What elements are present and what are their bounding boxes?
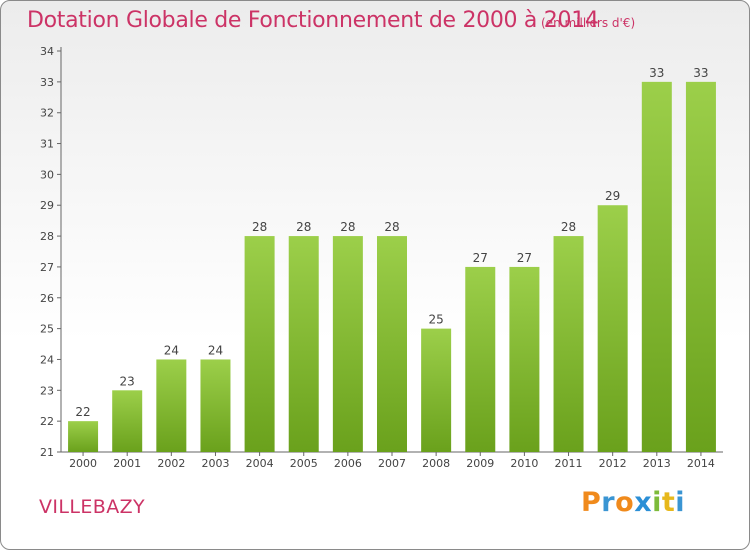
bar [509,266,540,452]
bar-value-label: 28 [252,220,267,234]
bar-value-label: 28 [296,220,311,234]
bar-value-label: 24 [164,343,179,357]
logo-letter: P [581,487,602,518]
bar-value-label: 24 [208,343,223,357]
x-tick-label: 2014 [687,457,715,470]
y-tick-label: 24 [40,353,54,366]
x-tick-label: 2010 [510,457,538,470]
y-tick-label: 33 [40,76,54,89]
bar-value-label: 28 [561,220,576,234]
y-tick-label: 23 [40,384,54,397]
bar [332,236,363,452]
x-tick-label: 2005 [290,457,318,470]
y-tick-label: 21 [40,446,54,459]
proxiti-logo: Proxiti [581,487,685,518]
bar [156,359,187,452]
logo-letter: r [601,487,616,518]
y-tick-label: 34 [40,45,54,58]
y-tick-label: 31 [40,138,54,151]
logo-letter: i [652,487,662,518]
x-tick-label: 2004 [246,457,274,470]
x-tick-label: 2000 [69,457,97,470]
bar [421,328,452,452]
bar [112,390,143,452]
bar [68,421,99,452]
x-tick-label: 2006 [334,457,362,470]
bar [597,205,628,452]
y-tick-label: 22 [40,415,54,428]
chart-labels: 2000 22 2001 23 2002 24 2003 24 2004 28 2005 28 2006… [69,66,715,470]
bar [685,81,716,452]
y-tick-label: 26 [40,292,54,305]
logo-letter: t [661,487,676,518]
y-tick-label: 32 [40,107,54,120]
x-tick-label: 2012 [599,457,627,470]
bar-value-label: 25 [428,313,443,327]
y-tick-label: 30 [40,168,54,181]
commune-name: VILLEBAZY [39,496,146,518]
y-tick-label: 25 [40,323,54,336]
x-tick-label: 2013 [643,457,671,470]
chart-title: Dotation Globale de Fonctionnement de 20… [27,8,599,33]
chart-axes: 21 22 23 24 25 26 27 28 29 30 31 32 33 34 [40,45,723,459]
x-tick-label: 2002 [157,457,185,470]
bar [288,236,319,452]
chart-bars [68,81,716,452]
bar-value-label: 22 [75,405,90,419]
x-tick-label: 2003 [201,457,229,470]
bar-value-label: 28 [384,220,399,234]
logo-letter: i [675,487,686,518]
x-tick-label: 2009 [466,457,494,470]
bar-value-label: 29 [605,189,620,203]
chart-unit: (en milliers d'€) [541,16,636,30]
x-tick-label: 2011 [555,457,583,470]
x-tick-label: 2008 [422,457,450,470]
bar [200,359,231,452]
bar [244,236,275,452]
x-tick-label: 2001 [113,457,141,470]
y-tick-label: 29 [40,199,54,212]
bar-value-label: 33 [693,66,708,80]
x-tick-label: 2007 [378,457,406,470]
logo-letter: x [634,487,653,518]
bar [377,236,407,452]
bar [553,236,584,452]
bar-value-label: 28 [340,220,355,234]
bar-value-label: 27 [473,251,488,265]
y-tick-label: 28 [40,230,54,243]
bar [641,81,672,452]
bar-value-label: 23 [120,374,135,388]
bar-value-label: 27 [517,251,532,265]
y-tick-label: 27 [40,261,54,274]
bar-value-label: 33 [649,66,664,80]
logo-letter: o [615,487,635,518]
bar [465,266,496,452]
